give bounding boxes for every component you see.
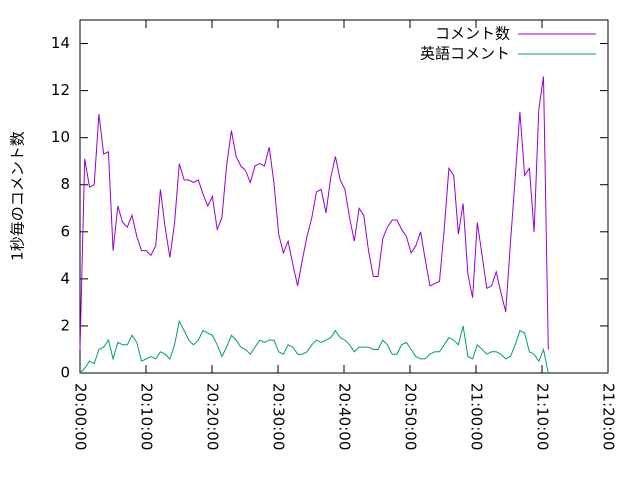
x-tick-label: 20:10:00: [138, 383, 156, 450]
data-line: [79, 76, 549, 350]
y-tick-label: 12: [51, 81, 70, 99]
x-tick-label: 20:50:00: [402, 383, 420, 450]
y-tick-label: 8: [60, 175, 70, 193]
plot-frame: [79, 19, 609, 374]
x-tick-label: 20:40:00: [336, 383, 354, 450]
y-tick-label: 4: [60, 269, 70, 287]
x-tick-label: 20:30:00: [270, 383, 288, 450]
legend-label: 英語コメント: [420, 45, 510, 63]
y-tick-label: 10: [51, 128, 70, 146]
x-tick-label: 21:20:00: [600, 383, 618, 450]
legend-label: コメント数: [435, 25, 510, 43]
y-tick-label: 14: [51, 34, 70, 52]
x-tick-label: 20:00:00: [72, 383, 90, 450]
y-axis-label: 1秒毎のコメント数: [9, 131, 27, 261]
y-tick-label: 6: [60, 222, 70, 240]
data-line: [79, 319, 549, 374]
y-tick-label: 2: [60, 316, 70, 334]
x-tick-label: 21:00:00: [468, 383, 486, 450]
x-tick-label: 20:20:00: [204, 383, 222, 450]
y-tick-label: 0: [60, 364, 70, 382]
x-tick-label: 21:10:00: [534, 383, 552, 450]
